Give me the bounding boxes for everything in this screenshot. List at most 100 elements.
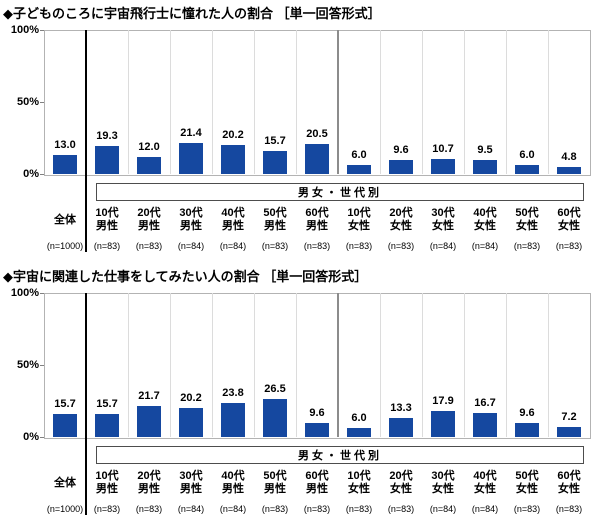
gender-separator-line: [337, 30, 339, 174]
bar-value-label: 10.7: [432, 143, 454, 155]
bar: [221, 403, 245, 437]
y-axis-label: 100%: [10, 24, 39, 36]
sample-size-label: (n=83): [387, 504, 415, 514]
bar: [473, 160, 497, 174]
group-band: 男女・世代別: [96, 446, 584, 464]
category-label: 50代 女性: [506, 470, 548, 496]
category-label: 50代 女性: [506, 207, 548, 233]
category-label: 20代 女性: [380, 207, 422, 233]
category-label-line: 10代: [95, 207, 119, 219]
category-label-line: 40代: [473, 207, 497, 219]
category-label-line: 60代: [557, 470, 581, 482]
sample-size-label: (n=83): [555, 504, 583, 514]
bar: [305, 144, 329, 174]
plot-area: [44, 293, 591, 439]
y-axis-tick: [40, 30, 44, 31]
bar-value-label: 20.2: [222, 129, 244, 141]
bar: [347, 165, 371, 174]
category-label: 60代 女性: [548, 470, 590, 496]
bar-value-label: 20.2: [180, 392, 202, 404]
category-label: 30代 女性: [422, 470, 464, 496]
sample-size-label: (n=83): [135, 241, 163, 251]
bar-value-label: 20.5: [306, 128, 328, 140]
category-label-line: 60代: [557, 207, 581, 219]
category-label-line: 男性: [180, 220, 202, 232]
bar-value-label: 13.3: [390, 402, 412, 414]
category-label: 全体: [44, 214, 86, 227]
bar: [179, 143, 203, 174]
sample-size-label: (n=84): [219, 504, 247, 514]
gridline: [464, 30, 465, 174]
bar-value-label: 21.4: [180, 127, 202, 139]
category-label-line: 40代: [221, 207, 245, 219]
bar-value-label: 26.5: [264, 383, 286, 395]
bar-value-label: 9.6: [519, 407, 535, 419]
bar-value-label: 19.3: [96, 130, 118, 142]
category-label-line: 50代: [263, 470, 287, 482]
category-label: 30代 男性: [170, 207, 212, 233]
category-label-line: 60代: [305, 207, 329, 219]
bar-value-label: 17.9: [432, 395, 454, 407]
sample-size-label: (n=84): [471, 504, 499, 514]
sample-size-label: (n=83): [93, 241, 121, 251]
sample-size-label: (n=84): [177, 241, 205, 251]
category-label-line: 女性: [348, 220, 370, 232]
category-label-line: 50代: [515, 207, 539, 219]
gridline: [296, 293, 297, 437]
category-label-line: 女性: [348, 483, 370, 495]
category-label-line: 男性: [180, 483, 202, 495]
bar-value-label: 15.7: [96, 398, 118, 410]
category-label-line: 20代: [137, 207, 161, 219]
astronaut-admiration-chart: ◆子どものころに宇宙飛行士に憧れた人の割合 ［単一回答形式］ 男女・世代別 10…: [0, 0, 600, 263]
gridline: [254, 293, 255, 437]
sample-size-label: (n=83): [303, 504, 331, 514]
gridline: [422, 293, 423, 437]
gridline: [464, 293, 465, 437]
sample-size-label: (n=83): [261, 241, 289, 251]
category-label-line: 50代: [515, 470, 539, 482]
group-band-label: 男女・世代別: [298, 450, 382, 462]
bar-value-label: 12.0: [138, 141, 160, 153]
bar: [515, 165, 539, 174]
bar: [53, 155, 77, 174]
bar-value-label: 13.0: [54, 139, 76, 151]
bar: [515, 423, 539, 437]
sample-size-label: (n=83): [261, 504, 289, 514]
category-label: 20代 男性: [128, 470, 170, 496]
sample-size-label: (n=83): [93, 504, 121, 514]
gridline: [128, 30, 129, 174]
gridline: [212, 293, 213, 437]
y-axis-label: 50%: [16, 96, 39, 108]
sample-size-label: (n=1000): [46, 504, 84, 514]
chart-title: ◆宇宙に関連した仕事をしてみたい人の割合 ［単一回答形式］: [3, 269, 368, 284]
category-label-line: 女性: [516, 220, 538, 232]
category-label: 20代 女性: [380, 470, 422, 496]
bar: [95, 414, 119, 437]
gridline: [506, 30, 507, 174]
bar: [137, 157, 161, 174]
category-label-line: 10代: [347, 207, 371, 219]
bar: [347, 428, 371, 437]
sample-size-label: (n=83): [135, 504, 163, 514]
gridline: [128, 293, 129, 437]
bar-value-label: 15.7: [54, 398, 76, 410]
bar: [263, 151, 287, 174]
category-label-line: 30代: [179, 470, 203, 482]
category-label-line: 男性: [306, 220, 328, 232]
bar: [137, 406, 161, 437]
bar: [263, 399, 287, 437]
bar-value-label: 9.6: [393, 144, 409, 156]
category-label: 30代 女性: [422, 207, 464, 233]
gridline: [170, 30, 171, 174]
category-label-line: 40代: [473, 470, 497, 482]
category-label-line: 30代: [431, 207, 455, 219]
category-label-line: 男性: [264, 220, 286, 232]
bar: [431, 159, 455, 174]
y-axis-tick: [40, 437, 44, 438]
y-axis-label: 100%: [10, 287, 39, 299]
gridline: [296, 30, 297, 174]
category-label: 10代 男性: [86, 470, 128, 496]
category-label-line: 女性: [390, 483, 412, 495]
sample-size-label: (n=83): [513, 504, 541, 514]
sample-size-label: (n=83): [387, 241, 415, 251]
